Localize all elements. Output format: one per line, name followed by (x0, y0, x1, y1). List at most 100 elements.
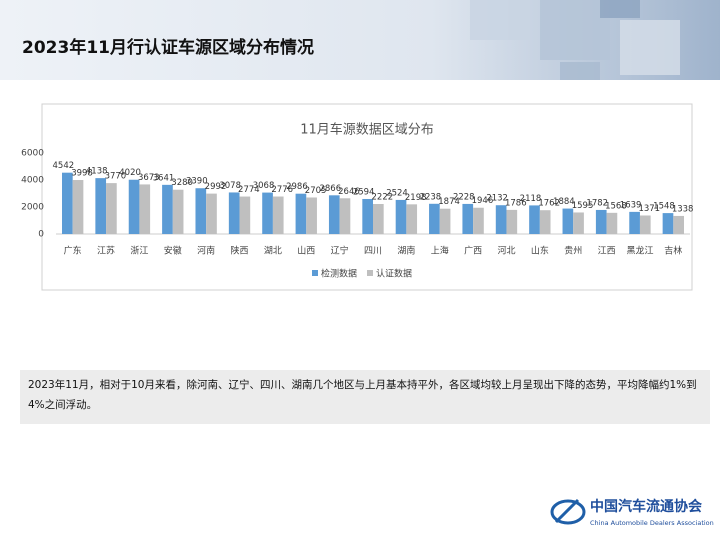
y-tick-label: 0 (38, 230, 44, 240)
x-tick-label: 贵州 (564, 245, 582, 257)
value-label: 3998 (71, 169, 93, 179)
legend-swatch (367, 270, 373, 276)
bar (172, 189, 184, 234)
value-label: 2992 (205, 182, 227, 192)
value-label: 3390 (186, 177, 208, 187)
x-tick-label: 河北 (497, 245, 515, 257)
y-tick-label: 2000 (21, 203, 44, 213)
value-label: 4542 (53, 161, 75, 171)
x-tick-label: 安徽 (164, 245, 182, 257)
value-label: 1874 (438, 197, 460, 207)
x-tick-label: 江苏 (97, 245, 115, 257)
value-label: 2866 (319, 184, 341, 194)
bar (529, 205, 540, 234)
chart-title: 11月车源数据区域分布 (300, 122, 434, 138)
bar (439, 208, 451, 234)
bar (595, 209, 607, 234)
bar (539, 210, 551, 234)
value-label: 1762 (538, 199, 560, 209)
value-label: 2118 (520, 194, 542, 204)
value-label: 1782 (586, 198, 608, 208)
value-label: 2776 (271, 185, 293, 195)
value-label: 2132 (486, 194, 508, 204)
x-tick-label: 江西 (598, 246, 616, 257)
org-cn: 中国汽车流通协会 (590, 498, 703, 515)
bar (139, 184, 151, 234)
value-label: 4020 (119, 168, 141, 178)
bar (639, 215, 651, 234)
legend-label: 认证数据 (376, 268, 412, 280)
value-label: 2238 (420, 192, 442, 202)
value-label: 1568 (605, 201, 627, 211)
bar (506, 209, 518, 234)
bar (195, 188, 207, 234)
legend-label: 检测数据 (321, 268, 357, 280)
x-tick-label: 河南 (197, 245, 215, 257)
org-en: China Automobile Dealers Association (590, 519, 714, 527)
value-label: 3673 (138, 173, 160, 183)
value-label: 2594 (353, 187, 375, 197)
value-label: 2222 (372, 193, 394, 203)
value-label: 1548 (653, 202, 675, 212)
x-tick-label: 黑龙江 (626, 245, 653, 257)
value-label: 1371 (638, 204, 660, 214)
x-tick-label: 四川 (364, 247, 382, 257)
value-label: 4138 (86, 167, 108, 177)
value-label: 1639 (620, 200, 642, 210)
bar (62, 172, 73, 234)
bar (128, 179, 140, 234)
value-label: 1338 (672, 204, 694, 214)
x-tick-label: 湖北 (264, 246, 282, 257)
value-label: 1786 (505, 198, 527, 208)
bar (662, 213, 674, 234)
value-label: 1884 (553, 197, 575, 207)
value-label: 2774 (238, 185, 260, 195)
x-tick-label: 吉林 (664, 245, 682, 257)
header-cubes (470, 0, 680, 80)
bar (673, 215, 684, 234)
bar (373, 204, 384, 234)
value-label: 2524 (386, 188, 408, 198)
bar (106, 183, 117, 234)
value-label: 3280 (171, 178, 193, 188)
logo (550, 498, 586, 525)
x-tick-label: 上海 (431, 245, 449, 257)
bar (339, 198, 351, 234)
bar (162, 184, 173, 234)
bar (262, 192, 273, 234)
bar (573, 212, 584, 234)
x-tick-label: 山西 (297, 246, 315, 257)
bar (228, 192, 240, 234)
value-label: 2228 (453, 192, 475, 202)
legend-swatch (312, 270, 318, 276)
x-tick-label: 广西 (464, 245, 482, 257)
slide-title: 2023年11月行认证车源区域分布情况 (22, 37, 314, 58)
bar (95, 178, 107, 234)
x-tick-label: 广东 (64, 245, 82, 257)
bar (295, 193, 307, 234)
bar (406, 204, 418, 234)
value-label: 3068 (253, 181, 275, 191)
x-tick-label: 山东 (531, 245, 549, 257)
value-label: 2705 (305, 186, 327, 196)
bar (606, 212, 618, 234)
bar (306, 197, 317, 234)
value-label: 1595 (572, 201, 594, 211)
value-label: 2646 (338, 187, 360, 197)
value-label: 3641 (153, 173, 175, 183)
bar (395, 199, 407, 234)
bar (495, 205, 507, 234)
chart-frame (41, 103, 693, 291)
x-tick-label: 辽宁 (331, 245, 349, 257)
x-tick-label: 陕西 (231, 245, 249, 257)
bar (272, 196, 284, 234)
bar (328, 195, 340, 234)
bar (629, 211, 640, 234)
bar (206, 193, 217, 234)
bar (462, 203, 474, 234)
note: 2023年11月，相对于10月来看，除河南、辽宁、四川、湖南几个地区与上月基本持… (20, 370, 710, 424)
value-label: 3770 (105, 172, 127, 182)
value-label: 3078 (219, 181, 241, 191)
x-tick-label: 浙江 (130, 245, 148, 257)
